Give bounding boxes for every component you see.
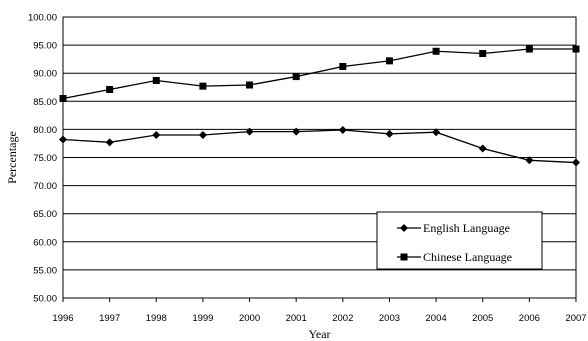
data-point <box>432 128 441 137</box>
legend-label: English Language <box>423 221 510 235</box>
x-tick-label: 2005 <box>472 313 493 324</box>
legend-item: English Language <box>397 221 510 235</box>
data-point <box>572 158 580 167</box>
x-tick-label: 2006 <box>519 313 540 324</box>
series-line <box>62 48 576 100</box>
y-tick-label: 70.00 <box>33 181 57 192</box>
data-point <box>432 47 440 55</box>
x-tick-label: 2002 <box>332 313 353 324</box>
data-point <box>105 138 114 147</box>
y-tick-label: 75.00 <box>33 153 57 164</box>
data-point <box>525 156 534 165</box>
data-point <box>59 135 67 144</box>
legend-label: Chinese Language <box>423 250 512 264</box>
data-point <box>245 127 254 136</box>
y-tick-label: 60.00 <box>33 237 57 248</box>
data-point <box>198 131 207 140</box>
data-point <box>292 127 301 136</box>
data-point <box>106 85 114 93</box>
plot-area-border <box>62 16 577 299</box>
data-point <box>59 94 67 102</box>
y-tick-label: 55.00 <box>33 265 57 276</box>
data-point <box>479 50 487 58</box>
series-line <box>62 129 577 164</box>
y-axis-title: Percentage <box>5 131 19 184</box>
x-tick-label: 1997 <box>99 313 120 324</box>
data-point <box>152 131 161 140</box>
x-tick-label: 1999 <box>192 313 213 324</box>
x-tick-label: 1998 <box>146 313 167 324</box>
y-tick-label: 85.00 <box>33 97 57 108</box>
y-tick-label: 80.00 <box>33 125 57 136</box>
data-point <box>152 77 160 85</box>
x-tick-label: 2003 <box>379 313 400 324</box>
x-tick-label: 2007 <box>565 313 586 324</box>
legend-marker <box>400 253 408 261</box>
data-point <box>478 144 487 153</box>
data-point <box>525 45 533 53</box>
data-point <box>292 73 300 81</box>
y-tick-label: 65.00 <box>33 209 57 220</box>
x-tick-label: 2004 <box>426 313 447 324</box>
legend-item: Chinese Language <box>397 250 512 264</box>
series-chinese-language <box>59 45 580 102</box>
x-tick-label: 1996 <box>52 313 73 324</box>
data-series <box>59 45 580 167</box>
legend: English Language Chinese Language <box>376 211 543 270</box>
x-tick-label: 2000 <box>239 313 260 324</box>
data-point <box>385 57 393 65</box>
y-tick-label: 100.00 <box>28 13 57 24</box>
data-point <box>339 62 347 70</box>
x-axis-tick-labels: 1996 1997 1998 1999 2000 2001 2002 2003 2004 2005… <box>52 298 587 324</box>
series-english-language <box>59 125 580 167</box>
y-axis-tick-labels: 50.00 55.00 60.00 65.00 70.00 75.00 80.00 85.00… <box>28 13 57 305</box>
y-tick-label: 50.00 <box>33 294 57 305</box>
data-point <box>338 125 347 134</box>
data-point <box>199 82 207 90</box>
data-point <box>385 129 394 138</box>
x-axis-title: Year <box>308 327 330 341</box>
y-tick-label: 90.00 <box>33 69 57 80</box>
legend-marker <box>400 224 408 232</box>
y-tick-label: 95.00 <box>33 41 57 52</box>
x-tick-label: 2001 <box>286 313 307 324</box>
data-point <box>246 81 254 89</box>
data-point <box>572 45 580 53</box>
